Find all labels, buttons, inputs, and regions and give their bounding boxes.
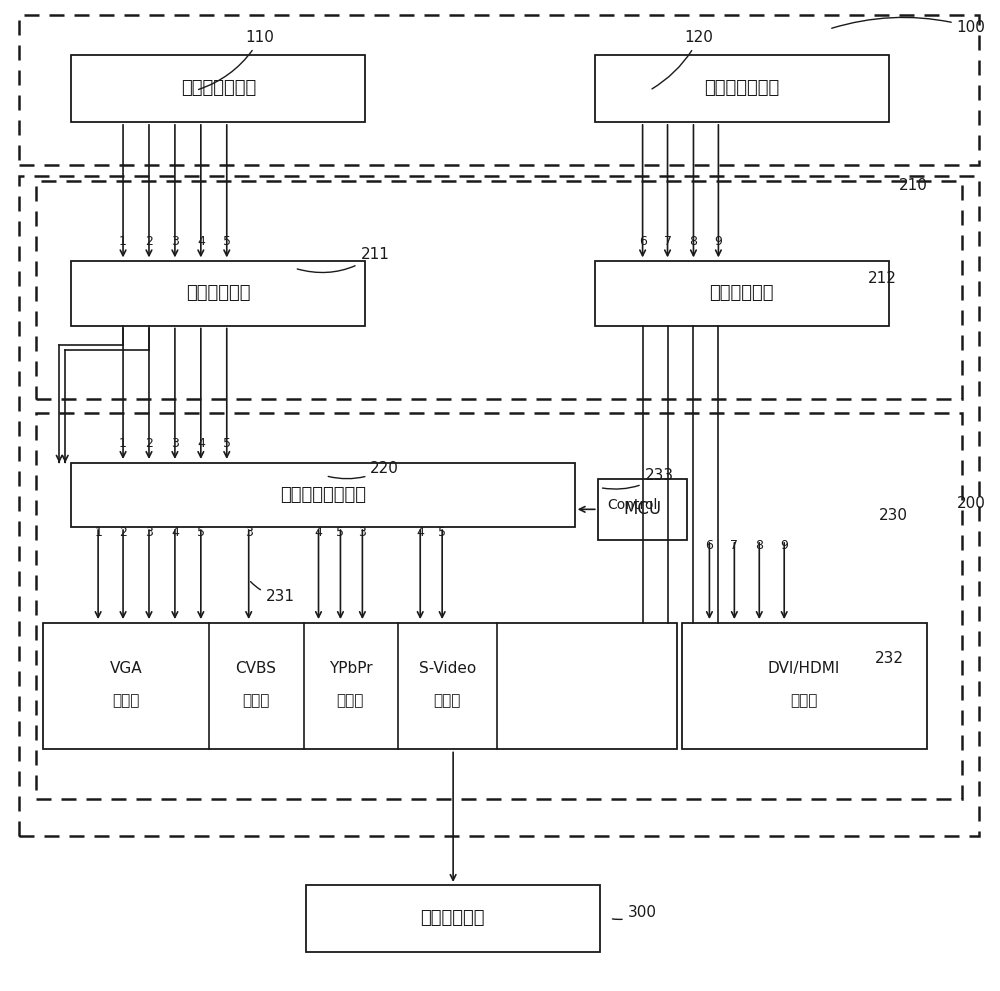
Text: 3: 3 [245,526,253,539]
Text: 2: 2 [145,236,153,249]
Text: 2: 2 [119,526,127,539]
Text: 3: 3 [358,526,366,539]
Text: 1: 1 [119,437,127,450]
Text: VGA: VGA [110,661,142,676]
FancyBboxPatch shape [595,55,889,122]
Text: 信号输出模块: 信号输出模块 [420,910,485,928]
Text: 输入口: 输入口 [337,694,364,709]
Text: 5: 5 [336,526,344,539]
Text: 输入口: 输入口 [790,694,818,709]
Text: YPbPr: YPbPr [329,661,372,676]
Text: 8: 8 [689,236,697,249]
Text: 模拟信号矩阵芯片: 模拟信号矩阵芯片 [280,486,366,504]
FancyBboxPatch shape [306,885,600,952]
Text: 300: 300 [612,905,657,920]
FancyBboxPatch shape [595,262,889,325]
FancyBboxPatch shape [43,623,677,749]
Text: 212: 212 [868,271,897,285]
Text: 数字信号输入端: 数字信号输入端 [704,79,779,97]
Text: CVBS: CVBS [235,661,276,676]
FancyBboxPatch shape [71,55,365,122]
Text: 211: 211 [297,247,389,273]
Text: 233: 233 [602,468,674,490]
Text: 4: 4 [197,437,205,450]
FancyBboxPatch shape [71,463,575,527]
Text: 3: 3 [171,236,179,249]
Text: 5: 5 [197,526,205,539]
Text: 5: 5 [438,526,446,539]
Text: 输入口: 输入口 [112,694,140,709]
Text: 110: 110 [198,31,275,89]
Text: 7: 7 [664,236,672,249]
Text: 210: 210 [899,177,928,192]
Text: DVI/HDMI: DVI/HDMI [768,661,840,676]
Text: 2: 2 [145,437,153,450]
Text: 5: 5 [223,236,231,249]
Text: S-Video: S-Video [419,661,476,676]
Text: 232: 232 [875,651,904,666]
Text: 模拟信号通道: 模拟信号通道 [186,284,251,302]
Text: 100: 100 [832,18,986,35]
FancyBboxPatch shape [682,623,927,749]
Text: 4: 4 [416,526,424,539]
Text: 输入口: 输入口 [242,694,269,709]
Text: 230: 230 [879,507,908,523]
Text: 模拟信号输入端: 模拟信号输入端 [181,79,256,97]
Text: 7: 7 [730,539,738,552]
Text: 数字信号通道: 数字信号通道 [710,284,774,302]
FancyBboxPatch shape [598,479,687,540]
Text: MCU: MCU [624,500,662,518]
Text: 4: 4 [315,526,322,539]
Text: 4: 4 [171,526,179,539]
Text: Control: Control [608,498,658,512]
FancyBboxPatch shape [71,262,365,325]
Text: 8: 8 [755,539,763,552]
Text: 输入口: 输入口 [433,694,461,709]
Text: 4: 4 [197,236,205,249]
Text: 9: 9 [714,236,722,249]
Text: 231: 231 [251,582,295,604]
Text: 220: 220 [328,462,399,479]
Text: 200: 200 [957,496,986,511]
Text: 5: 5 [223,437,231,450]
Text: 1: 1 [94,526,102,539]
Text: 3: 3 [145,526,153,539]
Text: 9: 9 [780,539,788,552]
Text: 3: 3 [171,437,179,450]
Text: 120: 120 [652,31,713,89]
Text: 1: 1 [119,236,127,249]
Text: 6: 6 [705,539,713,552]
Text: 6: 6 [639,236,647,249]
